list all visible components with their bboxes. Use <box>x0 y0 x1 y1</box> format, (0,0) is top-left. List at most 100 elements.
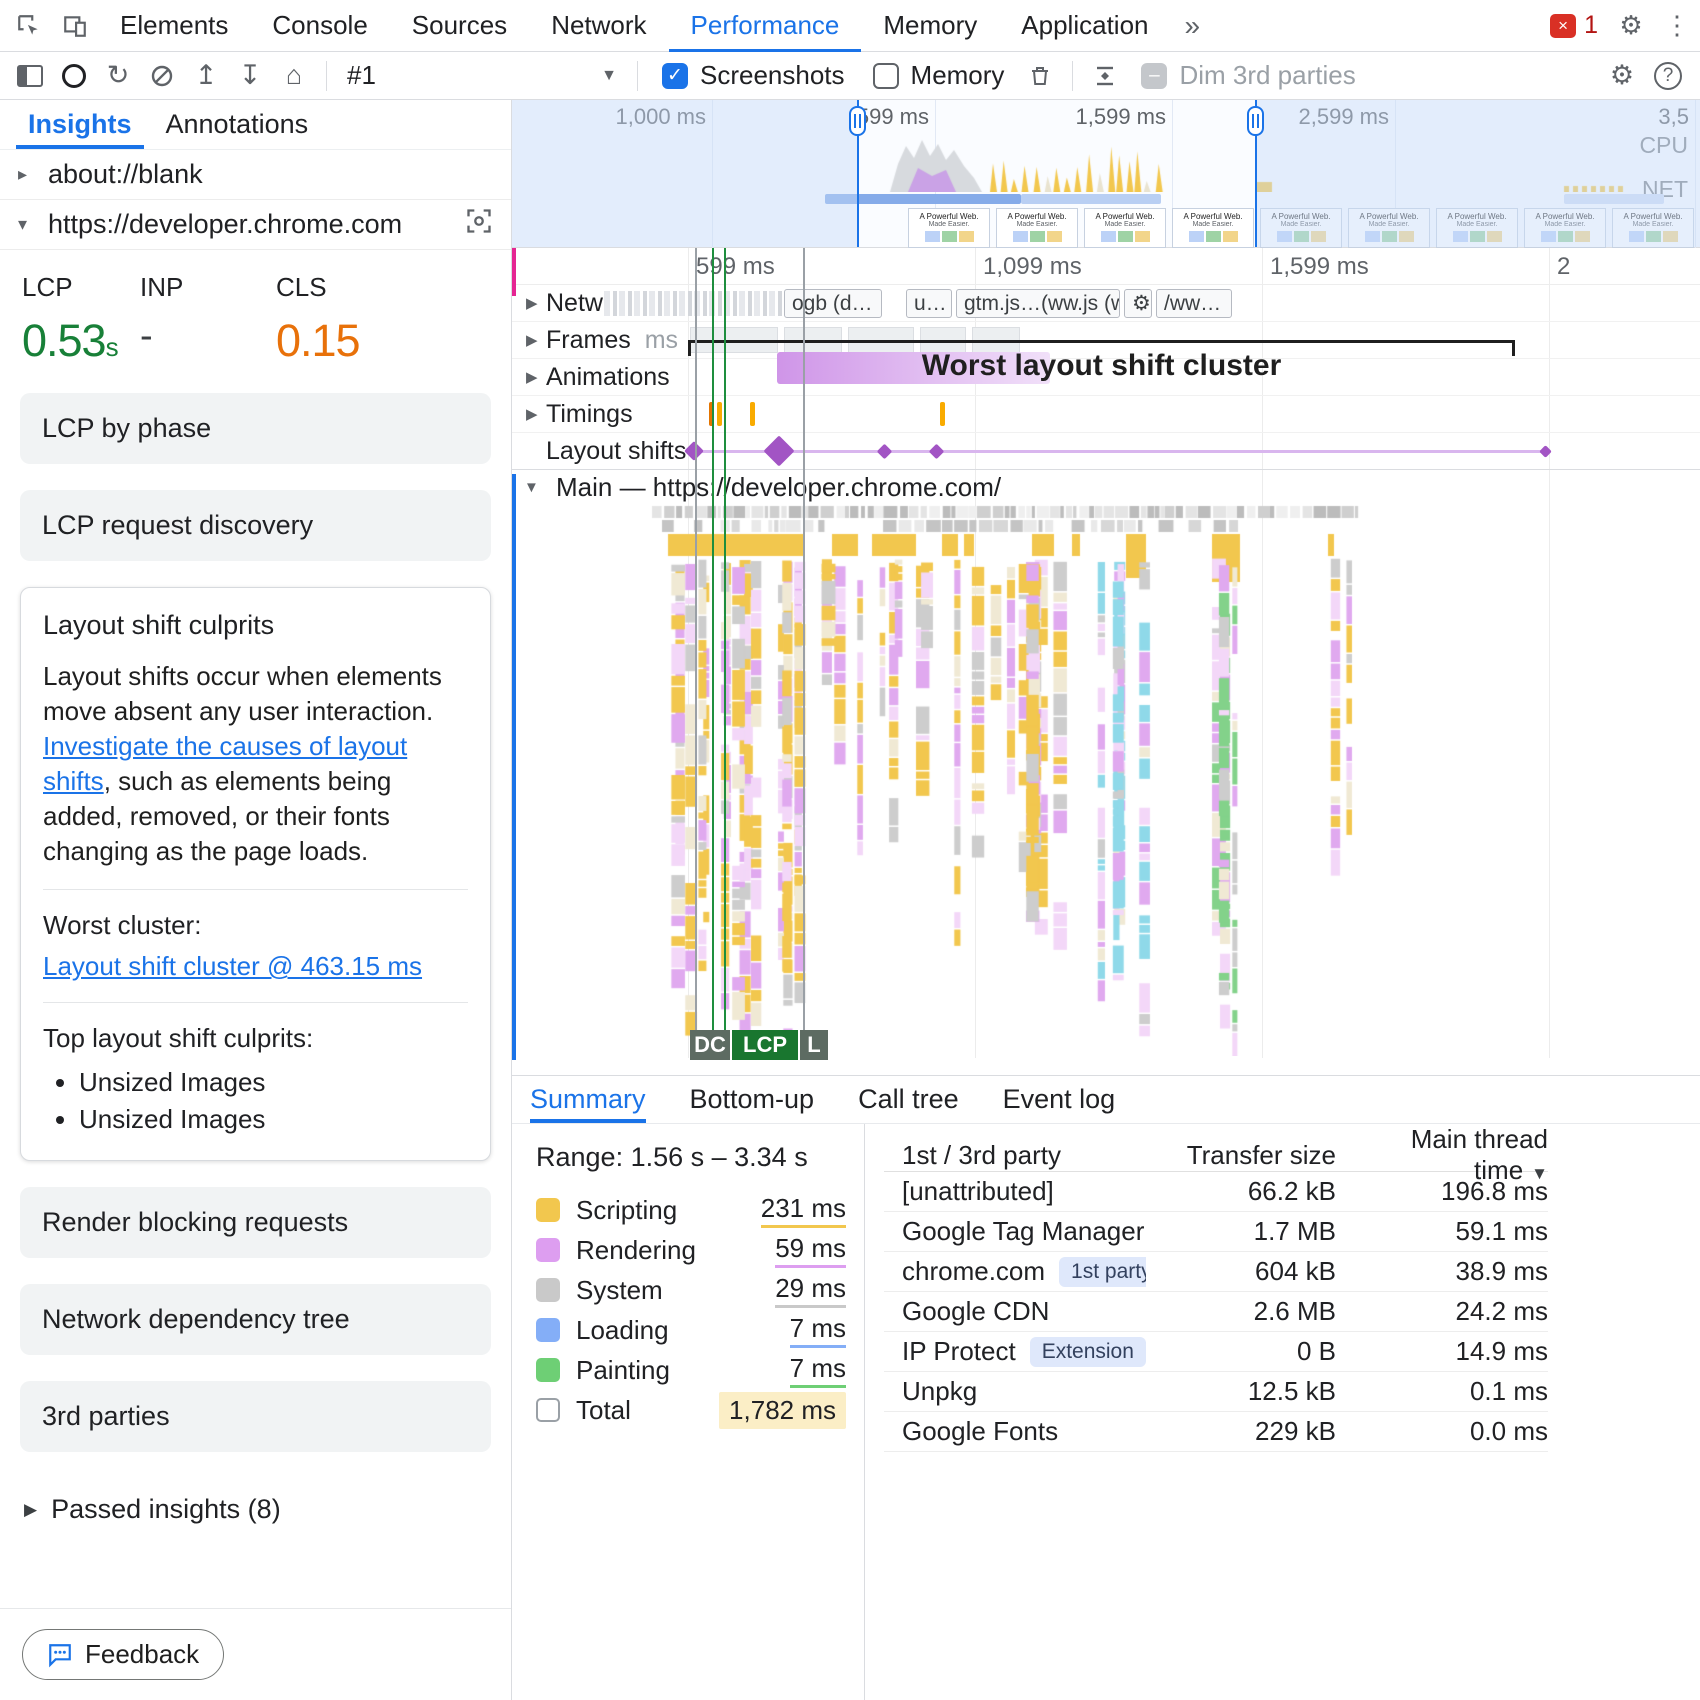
inspect-element-icon[interactable] <box>6 4 52 48</box>
memory-checkbox[interactable]: Memory <box>872 60 1004 91</box>
insight-card-layout-shift-culprits[interactable]: Layout shift culprits Layout shifts occu… <box>20 587 491 1161</box>
passed-insights-toggle[interactable]: ▶ Passed insights (8) <box>20 1478 491 1541</box>
table-row[interactable]: IP Protect Extension 0 B 14.9 ms <box>884 1332 1548 1372</box>
tab-insights[interactable]: Insights <box>16 100 144 149</box>
device-toolbar-icon[interactable] <box>52 4 98 48</box>
kebab-menu-icon[interactable]: ⋮ <box>1664 10 1690 40</box>
screenshot-thumbnail[interactable]: A Powerful Web. Made Easier. <box>1524 208 1606 248</box>
disclosure-triangle-icon[interactable]: ▶ <box>526 295 538 312</box>
save-profile-icon[interactable]: ↧ <box>238 60 262 90</box>
layout-shifts-track[interactable]: ▶ Layout shifts <box>512 433 1700 470</box>
tab-console[interactable]: Console <box>272 9 368 40</box>
table-row[interactable]: Google CDN 2.6 MB 24.2 ms <box>884 1292 1548 1332</box>
party-table-header[interactable]: 1st / 3rd party Transfer size Main threa… <box>884 1124 1548 1185</box>
worst-cluster-link[interactable]: Layout shift cluster @ 463.15 ms <box>43 951 423 981</box>
investigate-layout-shifts-link[interactable]: Investigate the causes of layout shifts <box>43 731 408 796</box>
insight-card-lcp-request-discovery[interactable]: LCP request discovery <box>20 490 491 561</box>
frame-row-developer-chrome[interactable]: ▾ https://developer.chrome.com <box>0 200 511 250</box>
table-row[interactable]: Google Tag Manager 1.7 MB 59.1 ms <box>884 1212 1548 1252</box>
tab-summary[interactable]: Summary <box>530 1076 646 1123</box>
timing-marker[interactable] <box>717 402 722 426</box>
col-party[interactable]: 1st / 3rd party <box>902 1139 1061 1170</box>
tab-sources[interactable]: Sources <box>411 9 508 40</box>
screenshot-thumbnail[interactable]: A Powerful Web. Made Easier. <box>996 208 1078 248</box>
timeline-overview[interactable]: 1,000 ms 599 ms 1,599 ms 2,599 ms 3,5 CPU NE… <box>512 100 1700 248</box>
load-profile-icon[interactable]: ↥ <box>194 60 218 90</box>
tab-performance[interactable]: Performance <box>669 0 862 52</box>
col-transfer-size[interactable]: Transfer size <box>1186 1139 1336 1170</box>
screenshot-thumbnail[interactable]: A Powerful Web. Made Easier. <box>1260 208 1342 248</box>
disclosure-triangle-icon[interactable]: ▶ <box>526 406 538 423</box>
screenshots-checkbox[interactable]: ✓ Screenshots <box>662 60 845 91</box>
more-tabs-icon[interactable]: » <box>1184 9 1201 41</box>
network-request-chip[interactable]: /ww… <box>1156 289 1232 318</box>
garbage-collect-icon[interactable] <box>1018 55 1062 97</box>
screenshot-thumbnail[interactable]: A Powerful Web. Made Easier. <box>1348 208 1430 248</box>
tab-elements[interactable]: Elements <box>120 9 229 40</box>
history-select[interactable]: #1 ▼ <box>337 60 627 91</box>
layout-shift-diamond[interactable] <box>684 441 704 461</box>
cluster-annotation[interactable]: Worst layout shift cluster <box>688 340 1515 382</box>
metric-cls[interactable]: CLS 0.15 <box>276 272 394 367</box>
disclosure-triangle-icon[interactable]: ▶ <box>526 332 538 349</box>
layout-shift-diamond[interactable] <box>763 435 795 467</box>
table-row[interactable]: [unattributed] 66.2 kB 196.8 ms <box>884 1172 1548 1212</box>
tab-annotations[interactable]: Annotations <box>165 109 309 139</box>
network-request-chip[interactable]: u… <box>906 289 952 318</box>
timing-marker[interactable] <box>750 402 755 426</box>
screenshot-thumbnail[interactable]: A Powerful Web. Made Easier. <box>1084 208 1166 248</box>
metric-lcp[interactable]: LCP 0.53s <box>22 272 140 367</box>
network-track[interactable]: ▶ Network ... ogb (d…u…gtm.js…(ww.js (w…… <box>512 285 1700 322</box>
clear-icon[interactable] <box>140 55 184 97</box>
tab-application[interactable]: Application <box>1021 9 1149 40</box>
main-thread-track-header[interactable]: ▼ Main — https://developer.chrome.com/ <box>512 470 1700 504</box>
tab-network[interactable]: Network <box>551 9 647 40</box>
insight-card-3rd-parties[interactable]: 3rd parties <box>20 1381 491 1452</box>
marker-chip[interactable]: DC <box>690 1030 730 1060</box>
tab-memory[interactable]: Memory <box>883 9 978 40</box>
timing-marker[interactable] <box>940 402 945 426</box>
col-main-thread-time[interactable]: Main thread time ▼ <box>1410 1124 1548 1185</box>
collapse-flame-icon[interactable] <box>1083 55 1127 97</box>
animations-track[interactable]: ▶ Animations <box>512 359 1700 396</box>
panel-settings-gear-icon[interactable]: ⚙ <box>1609 60 1635 90</box>
tab-bottom-up[interactable]: Bottom-up <box>689 1084 815 1114</box>
marker-chip[interactable]: LCP <box>732 1030 798 1060</box>
live-metrics-icon[interactable]: ⌂ <box>285 60 303 90</box>
disclosure-triangle-icon[interactable]: ▼ <box>524 478 539 496</box>
insight-card-lcp-by-phase[interactable]: LCP by phase <box>20 393 491 464</box>
marker-chip[interactable]: L <box>800 1030 828 1060</box>
capture-screenshot-icon[interactable] <box>465 207 493 242</box>
main-flame-chart[interactable] <box>512 504 1700 1056</box>
disclosure-triangle-icon[interactable]: ▶ <box>526 369 538 386</box>
timings-track[interactable]: ▶ Timings <box>512 396 1700 433</box>
metric-inp[interactable]: INP - <box>140 272 276 367</box>
screenshot-thumbnail[interactable]: A Powerful Web. Made Easier. <box>1172 208 1254 248</box>
settings-gear-icon[interactable]: ⚙ <box>1619 10 1643 40</box>
table-row[interactable]: chrome.com 1st party 604 kB 38.9 ms <box>884 1252 1548 1292</box>
screenshot-thumbnail[interactable]: A Powerful Web. Made Easier. <box>908 208 990 248</box>
gear-icon[interactable]: ⚙ <box>1124 289 1152 318</box>
record-icon[interactable] <box>52 55 96 97</box>
table-row[interactable]: Google Fonts 229 kB 0.0 ms <box>884 1412 1548 1452</box>
layout-shift-diamond[interactable] <box>1538 444 1552 458</box>
screenshot-thumbnail[interactable]: A Powerful Web. Made Easier. <box>1612 208 1694 248</box>
network-request-chip[interactable]: gtm.js…(ww.js (w… <box>956 289 1120 318</box>
insight-card-render-blocking[interactable]: Render blocking requests <box>20 1187 491 1258</box>
error-badge[interactable]: × 1 <box>1550 11 1598 40</box>
dim-3rd-parties-toggle[interactable]: – Dim 3rd parties <box>1141 60 1356 91</box>
reload-and-record-icon[interactable]: ↻ <box>106 60 130 90</box>
screenshot-thumbnail[interactable]: A Powerful Web. Made Easier. <box>1436 208 1518 248</box>
network-request-chip[interactable]: ogb (d… <box>784 289 882 318</box>
layout-shift-diamond[interactable] <box>876 443 892 459</box>
timing-marker[interactable] <box>709 402 714 426</box>
layout-shift-diamond[interactable] <box>928 443 944 459</box>
feedback-button[interactable]: Feedback <box>22 1629 225 1680</box>
window-handle-left[interactable] <box>849 100 866 247</box>
tab-call-tree[interactable]: Call tree <box>858 1084 959 1114</box>
window-handle-right[interactable] <box>1247 100 1264 247</box>
insight-card-network-dependency-tree[interactable]: Network dependency tree <box>20 1284 491 1355</box>
toggle-sidebar-icon[interactable] <box>8 55 52 97</box>
frame-row-about-blank[interactable]: ▸ about://blank <box>0 150 511 200</box>
help-icon[interactable]: ? <box>1654 61 1682 90</box>
